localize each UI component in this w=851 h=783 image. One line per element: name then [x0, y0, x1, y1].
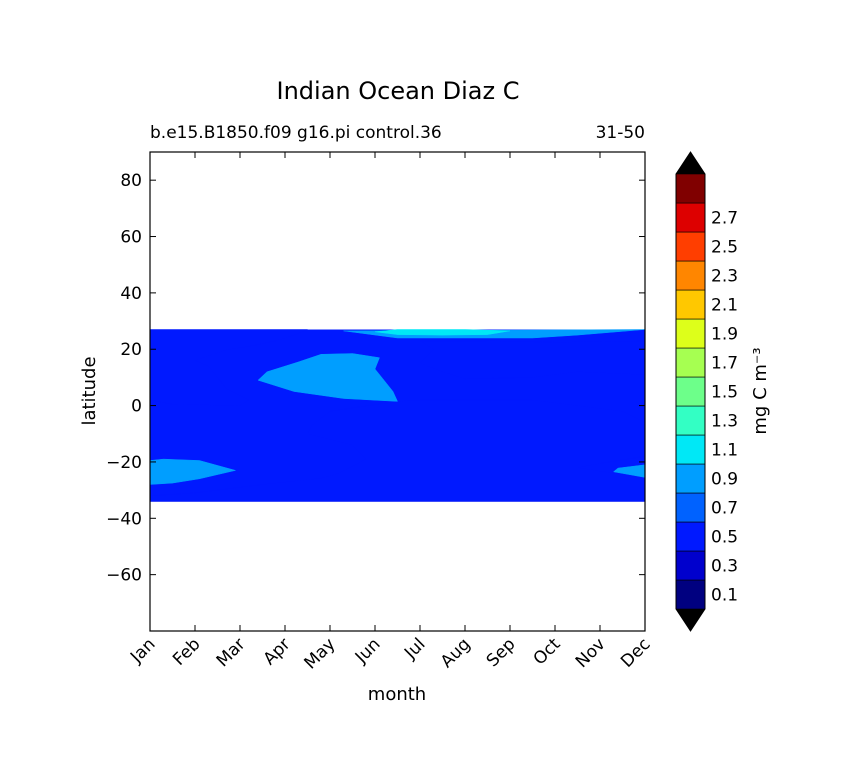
y-tick-label: 20 [120, 340, 142, 360]
colorbar-band [675, 463, 706, 494]
plot-area [149, 151, 646, 632]
colorbar-band [675, 231, 706, 262]
colorbar-tick-label: 2.1 [711, 296, 738, 316]
colorbar-band [675, 550, 706, 581]
y-tick-label: 0 [131, 397, 142, 417]
colorbar: 0.1 0.3 0.5 0.7 0.9 1.1 1.3 1.5 1.7 1.9 2.1 2.3 2.5 2… [675, 151, 738, 632]
y-tick-label: −60 [106, 566, 142, 586]
x-tick-label: May [301, 634, 340, 673]
y-tick-label: −40 [106, 509, 142, 529]
colorbar-tick-label: 2.5 [711, 238, 738, 258]
colorbar-tick-label: 0.7 [711, 499, 738, 519]
chart-subtitle-left: b.e15.B1850.f09 g16.pi control.36 [150, 123, 442, 143]
y-axis-label: latitude [79, 356, 100, 425]
colorbar-band [675, 318, 706, 349]
colorbar-outline [675, 151, 706, 632]
colorbar-band [675, 376, 706, 407]
colorbar-band [675, 173, 706, 204]
x-tick-label: Feb [169, 634, 204, 669]
y-tick-label: −20 [106, 453, 142, 473]
colorbar-band [675, 492, 706, 523]
x-tick-label: Apr [260, 634, 295, 669]
chart-subtitle-right: 31-50 [596, 123, 645, 143]
colorbar-band [675, 434, 706, 465]
contour-arabian-patch [257, 353, 398, 402]
colorbar-tick-label: 1.9 [711, 325, 738, 345]
colorbar-tick-label: 2.7 [711, 209, 738, 229]
x-tick-label: Jan [126, 634, 159, 667]
colorbar-tick-label: 0.1 [711, 586, 738, 606]
y-tick-label: 40 [120, 284, 142, 304]
colorbar-band [675, 521, 706, 552]
colorbar-band [675, 579, 706, 610]
colorbar-tick-label: 1.1 [711, 441, 738, 461]
colorbar-tick-label: 2.3 [711, 267, 738, 287]
colorbar-tick-label: 1.3 [711, 412, 738, 432]
y-tick-label: 60 [120, 228, 142, 248]
contour-northwest-core [150, 329, 308, 406]
colorbar-band [675, 347, 706, 378]
y-axis: 80 60 40 20 0 −20 −40 −60 [106, 171, 645, 586]
contour-southwest-patch [150, 458, 236, 485]
colorbar-label: mg C m⁻³ [750, 347, 771, 434]
colorbar-band [675, 405, 706, 436]
colorbar-tick-label: 0.3 [711, 557, 738, 577]
x-tick-label: Dec [617, 634, 654, 671]
plot-frame [149, 151, 646, 632]
colorbar-extend-over [676, 152, 705, 174]
colorbar-band [675, 202, 706, 233]
colorbar-tick-label: 1.5 [711, 383, 738, 403]
x-axis-label: month [368, 684, 426, 705]
colorbar-tick-label: 0.9 [711, 470, 738, 490]
x-tick-label: Nov [572, 634, 610, 672]
colorbar-band [675, 260, 706, 291]
contour-fields [150, 329, 645, 502]
chart-title: Indian Ocean Diaz C [277, 77, 520, 105]
y-tick-label: 80 [120, 171, 142, 191]
x-tick-label: Sep [483, 634, 520, 671]
colorbar-tick-label: 0.5 [711, 528, 738, 548]
colorbar-tick-label: 1.7 [711, 354, 738, 374]
x-tick-label: Oct [530, 634, 565, 669]
x-tick-label: Jun [351, 634, 385, 668]
colorbar-extend-under [676, 609, 705, 631]
contour-southeast-patch [612, 464, 645, 478]
colorbar-band [675, 289, 706, 320]
x-tick-label: Mar [213, 634, 250, 671]
x-tick-label: Aug [437, 634, 475, 672]
contour-north-peak [374, 329, 511, 336]
contour-northeast-core [419, 340, 645, 380]
x-tick-label: Jul [400, 634, 429, 663]
